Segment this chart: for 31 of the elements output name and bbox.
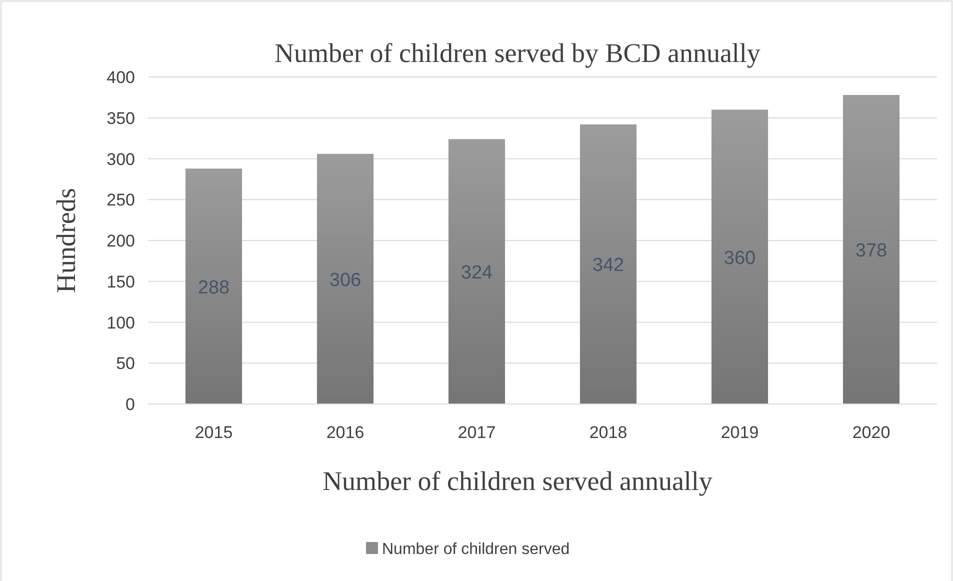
x-axis-title: Number of children served annually	[322, 466, 713, 496]
data-label: 288	[198, 277, 230, 298]
bar	[316, 154, 374, 404]
y-tick-label: 300	[106, 150, 135, 169]
x-tick-label: 2019	[720, 423, 759, 442]
x-tick-label: 2017	[458, 423, 496, 442]
x-tick-label: 2020	[852, 423, 890, 442]
x-tick-label: 2018	[589, 423, 628, 442]
bar	[185, 168, 242, 404]
x-tick-label: 2016	[326, 423, 364, 442]
data-label: 306	[329, 270, 362, 291]
bar	[842, 94, 900, 404]
y-axis-title: Hundreds	[51, 188, 81, 293]
x-tick-label: 2015	[194, 423, 233, 442]
y-tick-label: 100	[106, 313, 135, 332]
data-label: 378	[855, 240, 888, 262]
y-tick-label: 400	[106, 68, 135, 87]
y-tick-label: 150	[106, 272, 135, 292]
bar	[580, 124, 637, 404]
y-tick-label: 250	[106, 190, 135, 210]
chart-title: Number of children served by BCD annually	[274, 38, 761, 68]
bar	[711, 110, 768, 404]
y-tick-label: 0	[126, 395, 135, 414]
bar	[448, 139, 506, 404]
y-tick-label: 200	[106, 232, 135, 250]
y-tick-label: 50	[116, 354, 135, 374]
data-label: 342	[592, 255, 624, 276]
data-label: 324	[460, 262, 494, 284]
legend-label: Number of children served	[382, 541, 570, 558]
data-label: 360	[724, 248, 756, 269]
y-tick-label: 350	[106, 108, 135, 128]
